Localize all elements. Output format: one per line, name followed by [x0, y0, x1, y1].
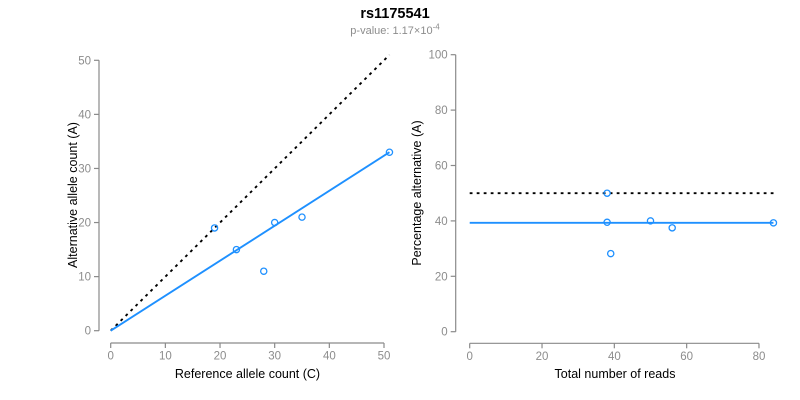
data-point [603, 218, 611, 227]
left-y-axis-title: Alternative allele count (A) [66, 122, 80, 268]
x-tick-label: 0 [107, 351, 113, 363]
data-point [259, 267, 268, 275]
y-tick-label: 40 [435, 216, 448, 228]
data-point [210, 224, 219, 232]
p-value-subtitle: p-value: 1.17×10-4 [0, 22, 790, 37]
x-tick-label: 0 [466, 351, 472, 363]
plot-panel-1: 0 10 20 30 40 50 0 10 20 30 40 50 [78, 54, 394, 363]
x-tick-label: 20 [214, 351, 227, 363]
data-point [769, 219, 778, 227]
data-point [606, 249, 615, 258]
identity-line [110, 54, 391, 332]
x-tick-label: 60 [680, 351, 693, 363]
y-tick-label: 0 [441, 327, 447, 339]
data-point [270, 218, 279, 227]
p-value-text: p-value: 1.17×10 [350, 25, 433, 37]
data-point [232, 245, 241, 254]
left-x-axis-title: Reference allele count (C) [174, 367, 321, 381]
y-tick-label: 0 [85, 326, 91, 338]
right-x-axis-title: Total number of reads [554, 367, 676, 381]
x-tick-label: 20 [536, 351, 549, 363]
data-point [385, 148, 394, 156]
y-tick-label: 10 [78, 272, 91, 284]
y-tick-label: 20 [435, 271, 448, 283]
data-point [646, 217, 655, 225]
y-tick-label: 20 [78, 218, 91, 230]
right-y-axis-title: Percentage alternative (A) [410, 120, 424, 266]
y-tick-label: 40 [78, 109, 91, 121]
data-point [668, 224, 676, 232]
x-tick-label: 40 [323, 351, 336, 363]
x-tick-label: 80 [753, 351, 766, 363]
y-tick-label: 50 [78, 55, 91, 67]
data-point [603, 189, 611, 197]
p-value-exponent: -4 [432, 22, 440, 32]
page-title: rs1175541 [360, 6, 430, 22]
y-tick-label: 60 [435, 161, 448, 173]
y-tick-label: 100 [429, 50, 448, 62]
x-tick-label: 50 [378, 351, 391, 363]
x-tick-label: 10 [159, 351, 172, 363]
fit-line [110, 151, 390, 332]
y-tick-label: 30 [78, 163, 91, 175]
y-tick-label: 80 [435, 105, 448, 117]
x-tick-label: 30 [268, 351, 281, 363]
plot-panel-2: 0 20 40 60 80 0 20 40 60 80 100 [429, 50, 778, 363]
data-point [298, 213, 306, 221]
x-tick-label: 40 [608, 351, 621, 363]
